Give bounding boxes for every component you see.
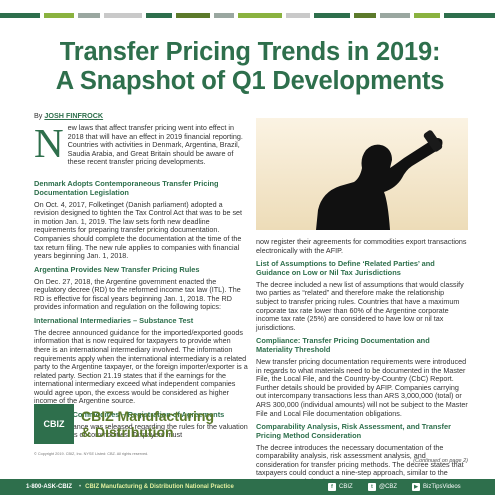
accent-segment (314, 13, 350, 18)
silhouette-drinking-image (256, 118, 468, 230)
section-text-argentina: On Dec. 27, 2018, the Argentine governme… (34, 276, 241, 312)
accent-segment (214, 13, 234, 18)
intro-paragraph: N ew laws that affect transfer pricing w… (34, 120, 248, 176)
top-accent-bar (0, 0, 495, 20)
continuation-text: now register their agreements for commod… (256, 237, 467, 255)
social-youtube[interactable]: ▶ BizTipsVideos (412, 483, 461, 491)
youtube-icon: ▶ (412, 483, 420, 491)
section-text-commodities: Further guidance was released regarding … (34, 421, 248, 440)
accent-segment (44, 13, 74, 18)
section-text-intermediaries: The decree announced guidance for the im… (34, 327, 248, 406)
section-heading-commodities: Exports of Commodities – Registration of… (34, 410, 225, 420)
intro-text: ew laws that affect transfer pricing wen… (67, 123, 243, 167)
accent-segment (354, 13, 376, 18)
phone-number[interactable]: 1-800-ASK-CBIZ (26, 484, 73, 490)
left-column: N ew laws that affect transfer pricing w… (34, 120, 248, 445)
drop-cap: N (34, 120, 64, 166)
section-heading-argentina: Argentina Provides New Transfer Pricing … (34, 264, 200, 274)
page-title: Transfer Pricing Trends in 2019: A Snaps… (30, 38, 470, 96)
practice-link[interactable]: CBIZ Manufacturing & Distribution Nation… (85, 484, 234, 490)
copyright-text: © Copyright 2019. CBIZ, Inc. NYSE Listed… (34, 452, 149, 456)
accent-segment (380, 13, 410, 18)
footer-separator: • (79, 484, 82, 490)
section-heading-compliance: Compliance: Transfer Pricing Documentati… (256, 336, 430, 355)
accent-segment (0, 13, 40, 18)
section-text-compliance: New transfer pricing documentation requi… (256, 356, 468, 418)
accent-segment (238, 13, 282, 18)
title-line-2: A Snapshot of Q1 Developments (55, 67, 445, 95)
cbiz-logo: CBIZ (34, 404, 74, 444)
brand-block: CBIZ CBIZ Manufacturing & Distribution ©… (34, 400, 248, 462)
accent-segment (104, 13, 142, 18)
byline-prefix: By (34, 111, 43, 120)
accent-segment (176, 13, 210, 18)
brand-line-1: CBIZ Manufacturing (81, 408, 214, 424)
brand-line-2: & Distribution (81, 424, 174, 440)
accent-segment (146, 13, 172, 18)
section-heading-related-parties: List of Assumptions to Define ‘Related P… (256, 259, 435, 277)
section-text-denmark: On Oct. 4, 2017, Folketinget (Danish par… (34, 199, 243, 261)
accent-segment (444, 13, 495, 18)
article-photo (256, 118, 468, 230)
social-twitter-label: @CBZ (379, 484, 398, 490)
section-heading-comparability: Comparability Analysis, Risk Assessment,… (256, 422, 451, 440)
author-link[interactable]: JOSH FINFROCK (44, 111, 104, 120)
title-line-1: Transfer Pricing Trends in 2019: (59, 38, 441, 66)
section-heading-intermediaries: International Intermediaries – Substance… (34, 315, 194, 325)
social-facebook-label: CBIZ (339, 484, 353, 490)
continued-note: (Continued on page 2) (413, 458, 468, 464)
footer-bar: 1-800-ASK-CBIZ • CBIZ Manufacturing & Di… (0, 479, 495, 495)
accent-segment (286, 13, 310, 18)
facebook-icon: f (328, 483, 336, 491)
accent-segment (78, 13, 100, 18)
social-twitter[interactable]: t @CBZ (368, 483, 397, 491)
right-column: now register their agreements for commod… (256, 237, 468, 492)
byline: By JOSH FINFROCK (34, 111, 103, 120)
section-text-related-parties: The decree included a new list of assump… (256, 279, 464, 332)
social-youtube-label: BizTipsVideos (423, 484, 461, 490)
section-heading-denmark: Denmark Adopts Contemporaneous Transfer … (34, 179, 219, 197)
twitter-icon: t (368, 483, 376, 491)
brand-name: CBIZ Manufacturing & Distribution (81, 408, 214, 440)
social-facebook[interactable]: f CBIZ (328, 483, 353, 491)
cbiz-logo-text: CBIZ (43, 419, 65, 429)
accent-segment (414, 13, 440, 18)
